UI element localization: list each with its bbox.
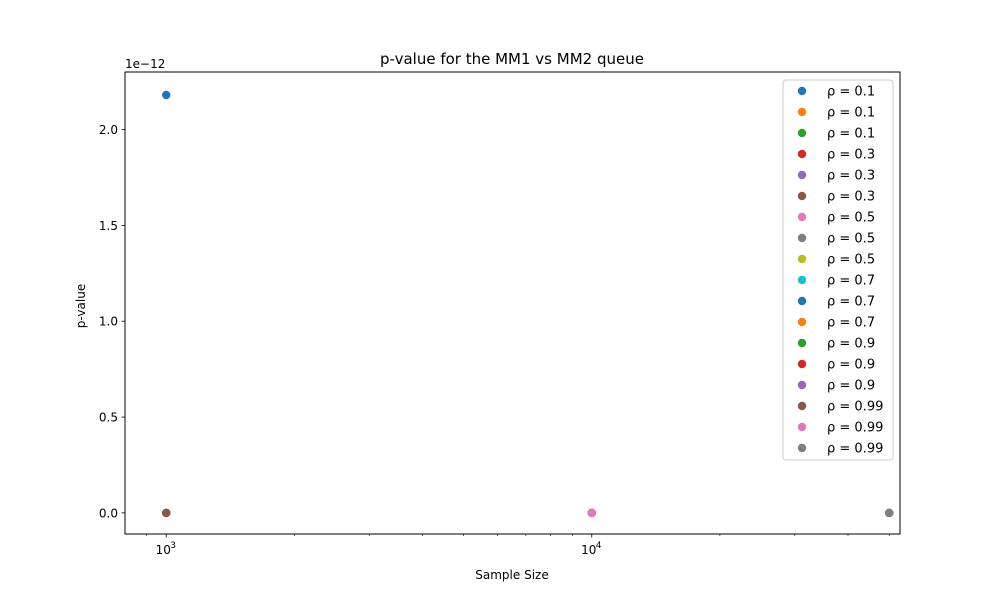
y-tick-label: 1.5 [99, 219, 118, 233]
legend-marker [797, 317, 807, 327]
legend-label: ρ = 0.1 [827, 106, 875, 121]
y-tick-label: 2.0 [99, 123, 118, 137]
legend-label: ρ = 0.9 [827, 337, 875, 352]
data-point-series-17 [885, 508, 894, 518]
legend-label: ρ = 0.5 [827, 253, 875, 268]
y-axis-offset-label: 1e−12 [125, 57, 165, 71]
axis-ticks: 0.00.51.01.52.010 3 10 4 [99, 123, 890, 557]
legend-label: ρ = 0.1 [827, 127, 875, 142]
legend-marker [797, 359, 807, 369]
legend-label: ρ = 0.7 [827, 295, 875, 310]
y-tick-label: 0.0 [99, 506, 118, 520]
legend-label: ρ = 0.3 [827, 148, 875, 163]
y-axis-label: p-value [74, 284, 88, 328]
legend-marker [797, 422, 807, 432]
legend-label: ρ = 0.3 [827, 190, 875, 205]
legend-marker [797, 254, 807, 264]
x-axis-label: Sample Size [475, 568, 548, 582]
legend-label: ρ = 0.5 [827, 232, 875, 247]
legend: ρ = 0.1 ρ = 0.1 ρ = 0.1 ρ = 0.3 ρ = 0.3 ρ = 0… [782, 79, 894, 461]
legend-marker [797, 233, 807, 243]
legend-marker [797, 128, 807, 138]
legend-label: ρ = 0.7 [827, 316, 875, 331]
legend-label: ρ = 0.99 [827, 421, 883, 436]
legend-label: ρ = 0.7 [827, 274, 875, 289]
legend-box [782, 79, 894, 461]
legend-marker [797, 296, 807, 306]
data-point-series-0 [162, 90, 171, 100]
legend-marker [797, 149, 807, 159]
x-tick-label-base: 10 [581, 543, 596, 557]
data-point-series-16 [587, 508, 596, 518]
legend-label: ρ = 0.5 [827, 211, 875, 226]
data-point-series-15 [162, 508, 171, 518]
legend-marker [797, 443, 807, 453]
legend-label: ρ = 0.9 [827, 358, 875, 373]
x-tick-label: 10 4 [581, 541, 602, 557]
legend-label: ρ = 0.9 [827, 379, 875, 394]
y-tick-label: 0.5 [99, 411, 118, 425]
data-points [162, 90, 894, 518]
legend-marker [797, 212, 807, 222]
x-tick-label-exponent: 4 [596, 541, 602, 551]
plot-area-frame [124, 71, 901, 535]
legend-label: ρ = 0.99 [827, 442, 883, 457]
legend-marker [797, 170, 807, 180]
x-tick-label-exponent: 3 [170, 541, 176, 551]
legend-marker [797, 107, 807, 117]
x-tick-label: 10 3 [156, 541, 176, 557]
legend-label: ρ = 0.3 [827, 169, 875, 184]
legend-label: ρ = 0.99 [827, 400, 883, 415]
chart-title: p-value for the MM1 vs MM2 queue [380, 50, 644, 68]
legend-marker [797, 275, 807, 285]
legend-marker [797, 401, 807, 411]
y-tick-label: 1.0 [99, 315, 118, 329]
x-tick-label-base: 10 [156, 543, 171, 557]
legend-marker [797, 191, 807, 201]
legend-marker [797, 380, 807, 390]
legend-label: ρ = 0.1 [827, 85, 875, 100]
legend-marker [797, 86, 807, 96]
legend-marker [797, 338, 807, 348]
